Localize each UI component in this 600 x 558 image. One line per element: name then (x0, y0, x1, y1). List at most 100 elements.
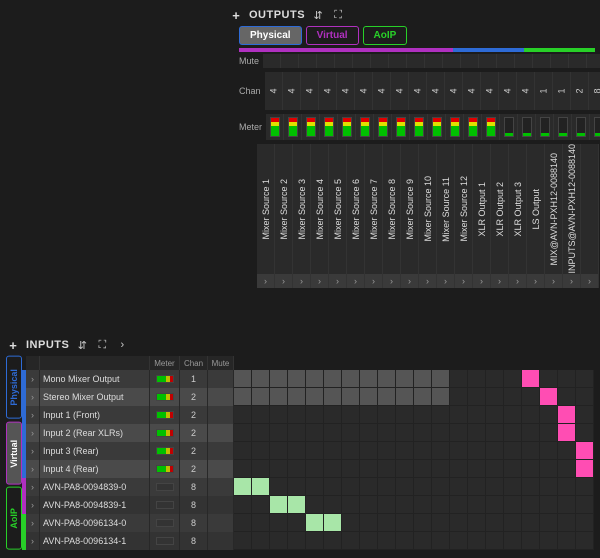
matrix-cell[interactable] (324, 496, 342, 514)
matrix-cell[interactable] (396, 406, 414, 424)
matrix-cell[interactable] (396, 496, 414, 514)
matrix-cell[interactable] (396, 532, 414, 550)
matrix-cell[interactable] (378, 442, 396, 460)
matrix-cell[interactable] (504, 370, 522, 388)
matrix-cell[interactable] (342, 406, 360, 424)
matrix-cell[interactable] (342, 532, 360, 550)
output-name-cell[interactable]: XLR Output 3 (509, 144, 527, 274)
side-tab-aoip[interactable]: AoIP (6, 487, 22, 550)
input-row[interactable]: ›Input 1 (Front)2 (26, 406, 234, 424)
input-row[interactable]: ›AVN-PA8-0094839-08 (26, 478, 234, 496)
matrix-cell[interactable] (576, 496, 594, 514)
chevron-right-icon[interactable]: › (347, 274, 365, 288)
matrix-cell[interactable] (252, 496, 270, 514)
matrix-cell[interactable] (432, 460, 450, 478)
chevron-right-icon[interactable]: › (455, 274, 473, 288)
matrix-cell[interactable] (558, 442, 576, 460)
matrix-cell[interactable] (252, 478, 270, 496)
matrix-cell[interactable] (540, 406, 558, 424)
matrix-cell[interactable] (432, 478, 450, 496)
matrix-cell[interactable] (576, 478, 594, 496)
matrix-cell[interactable] (306, 496, 324, 514)
output-name-cell[interactable]: XLR Output 2 (491, 144, 509, 274)
chevron-right-icon[interactable]: › (26, 514, 40, 532)
chevron-right-icon[interactable]: › (581, 274, 599, 288)
chevron-right-icon[interactable]: › (383, 274, 401, 288)
matrix-cell[interactable] (324, 514, 342, 532)
matrix-cell[interactable] (540, 442, 558, 460)
matrix-cell[interactable] (486, 424, 504, 442)
matrix-cell[interactable] (432, 532, 450, 550)
matrix-cell[interactable] (432, 424, 450, 442)
matrix-cell[interactable] (270, 514, 288, 532)
expand-icon[interactable]: ⛶ (331, 8, 345, 22)
chevron-right-icon[interactable]: › (419, 274, 437, 288)
matrix-cell[interactable] (558, 532, 576, 550)
matrix-cell[interactable] (324, 424, 342, 442)
collapse-icon[interactable]: ⇵ (311, 8, 325, 22)
matrix-cell[interactable] (450, 442, 468, 460)
matrix-cell[interactable] (360, 442, 378, 460)
matrix-cell[interactable] (234, 442, 252, 460)
matrix-cell[interactable] (522, 496, 540, 514)
chevron-right-icon[interactable]: › (26, 496, 40, 514)
matrix-cell[interactable] (450, 496, 468, 514)
output-mute-cell[interactable] (335, 54, 353, 68)
matrix-cell[interactable] (504, 388, 522, 406)
input-mute-cell[interactable] (208, 460, 234, 478)
tab-physical[interactable]: Physical (239, 26, 302, 45)
matrix-cell[interactable] (468, 424, 486, 442)
output-mute-cell[interactable] (533, 54, 551, 68)
matrix-cell[interactable] (324, 406, 342, 424)
matrix-cell[interactable] (558, 406, 576, 424)
matrix-cell[interactable] (252, 514, 270, 532)
matrix-cell[interactable] (522, 406, 540, 424)
input-mute-cell[interactable] (208, 496, 234, 514)
output-name-cell[interactable]: Mixer Source 11 (437, 144, 455, 274)
matrix-cell[interactable] (576, 514, 594, 532)
matrix-cell[interactable] (504, 460, 522, 478)
matrix-cell[interactable] (486, 388, 504, 406)
input-mute-cell[interactable] (208, 442, 234, 460)
side-tab-physical[interactable]: Physical (6, 356, 22, 419)
matrix-cell[interactable] (540, 514, 558, 532)
matrix-cell[interactable] (576, 442, 594, 460)
matrix-cell[interactable] (558, 388, 576, 406)
output-name-cell[interactable]: XLR Output 1 (473, 144, 491, 274)
matrix-cell[interactable] (270, 442, 288, 460)
matrix-cell[interactable] (450, 514, 468, 532)
matrix-cell[interactable] (576, 532, 594, 550)
matrix-cell[interactable] (234, 496, 252, 514)
matrix-cell[interactable] (504, 442, 522, 460)
input-mute-cell[interactable] (208, 388, 234, 406)
matrix-cell[interactable] (522, 442, 540, 460)
matrix-cell[interactable] (468, 370, 486, 388)
chevron-right-icon[interactable]: › (329, 274, 347, 288)
input-mute-cell[interactable] (208, 514, 234, 532)
output-name-cell[interactable]: Mixer Source 4 (311, 144, 329, 274)
matrix-cell[interactable] (576, 388, 594, 406)
input-mute-cell[interactable] (208, 406, 234, 424)
chevron-right-icon[interactable]: › (401, 274, 419, 288)
output-name-cell[interactable]: Mixer Source 7 (365, 144, 383, 274)
matrix-cell[interactable] (504, 496, 522, 514)
input-row[interactable]: ›AVN-PA8-0096134-08 (26, 514, 234, 532)
matrix-cell[interactable] (252, 460, 270, 478)
matrix-cell[interactable] (522, 460, 540, 478)
chevron-right-icon[interactable]: › (26, 532, 40, 550)
matrix-cell[interactable] (414, 478, 432, 496)
matrix-cell[interactable] (522, 388, 540, 406)
output-mute-cell[interactable] (317, 54, 335, 68)
output-mute-cell[interactable] (587, 54, 600, 68)
matrix-cell[interactable] (558, 496, 576, 514)
matrix-cell[interactable] (252, 532, 270, 550)
matrix-cell[interactable] (468, 514, 486, 532)
input-row[interactable]: ›Stereo Mixer Output2 (26, 388, 234, 406)
inputs-expand-icon[interactable]: ⛶ (95, 338, 109, 352)
chevron-right-icon[interactable]: › (527, 274, 545, 288)
output-mute-cell[interactable] (479, 54, 497, 68)
matrix-cell[interactable] (576, 406, 594, 424)
output-mute-cell[interactable] (281, 54, 299, 68)
matrix-cell[interactable] (234, 460, 252, 478)
input-mute-cell[interactable] (208, 532, 234, 550)
